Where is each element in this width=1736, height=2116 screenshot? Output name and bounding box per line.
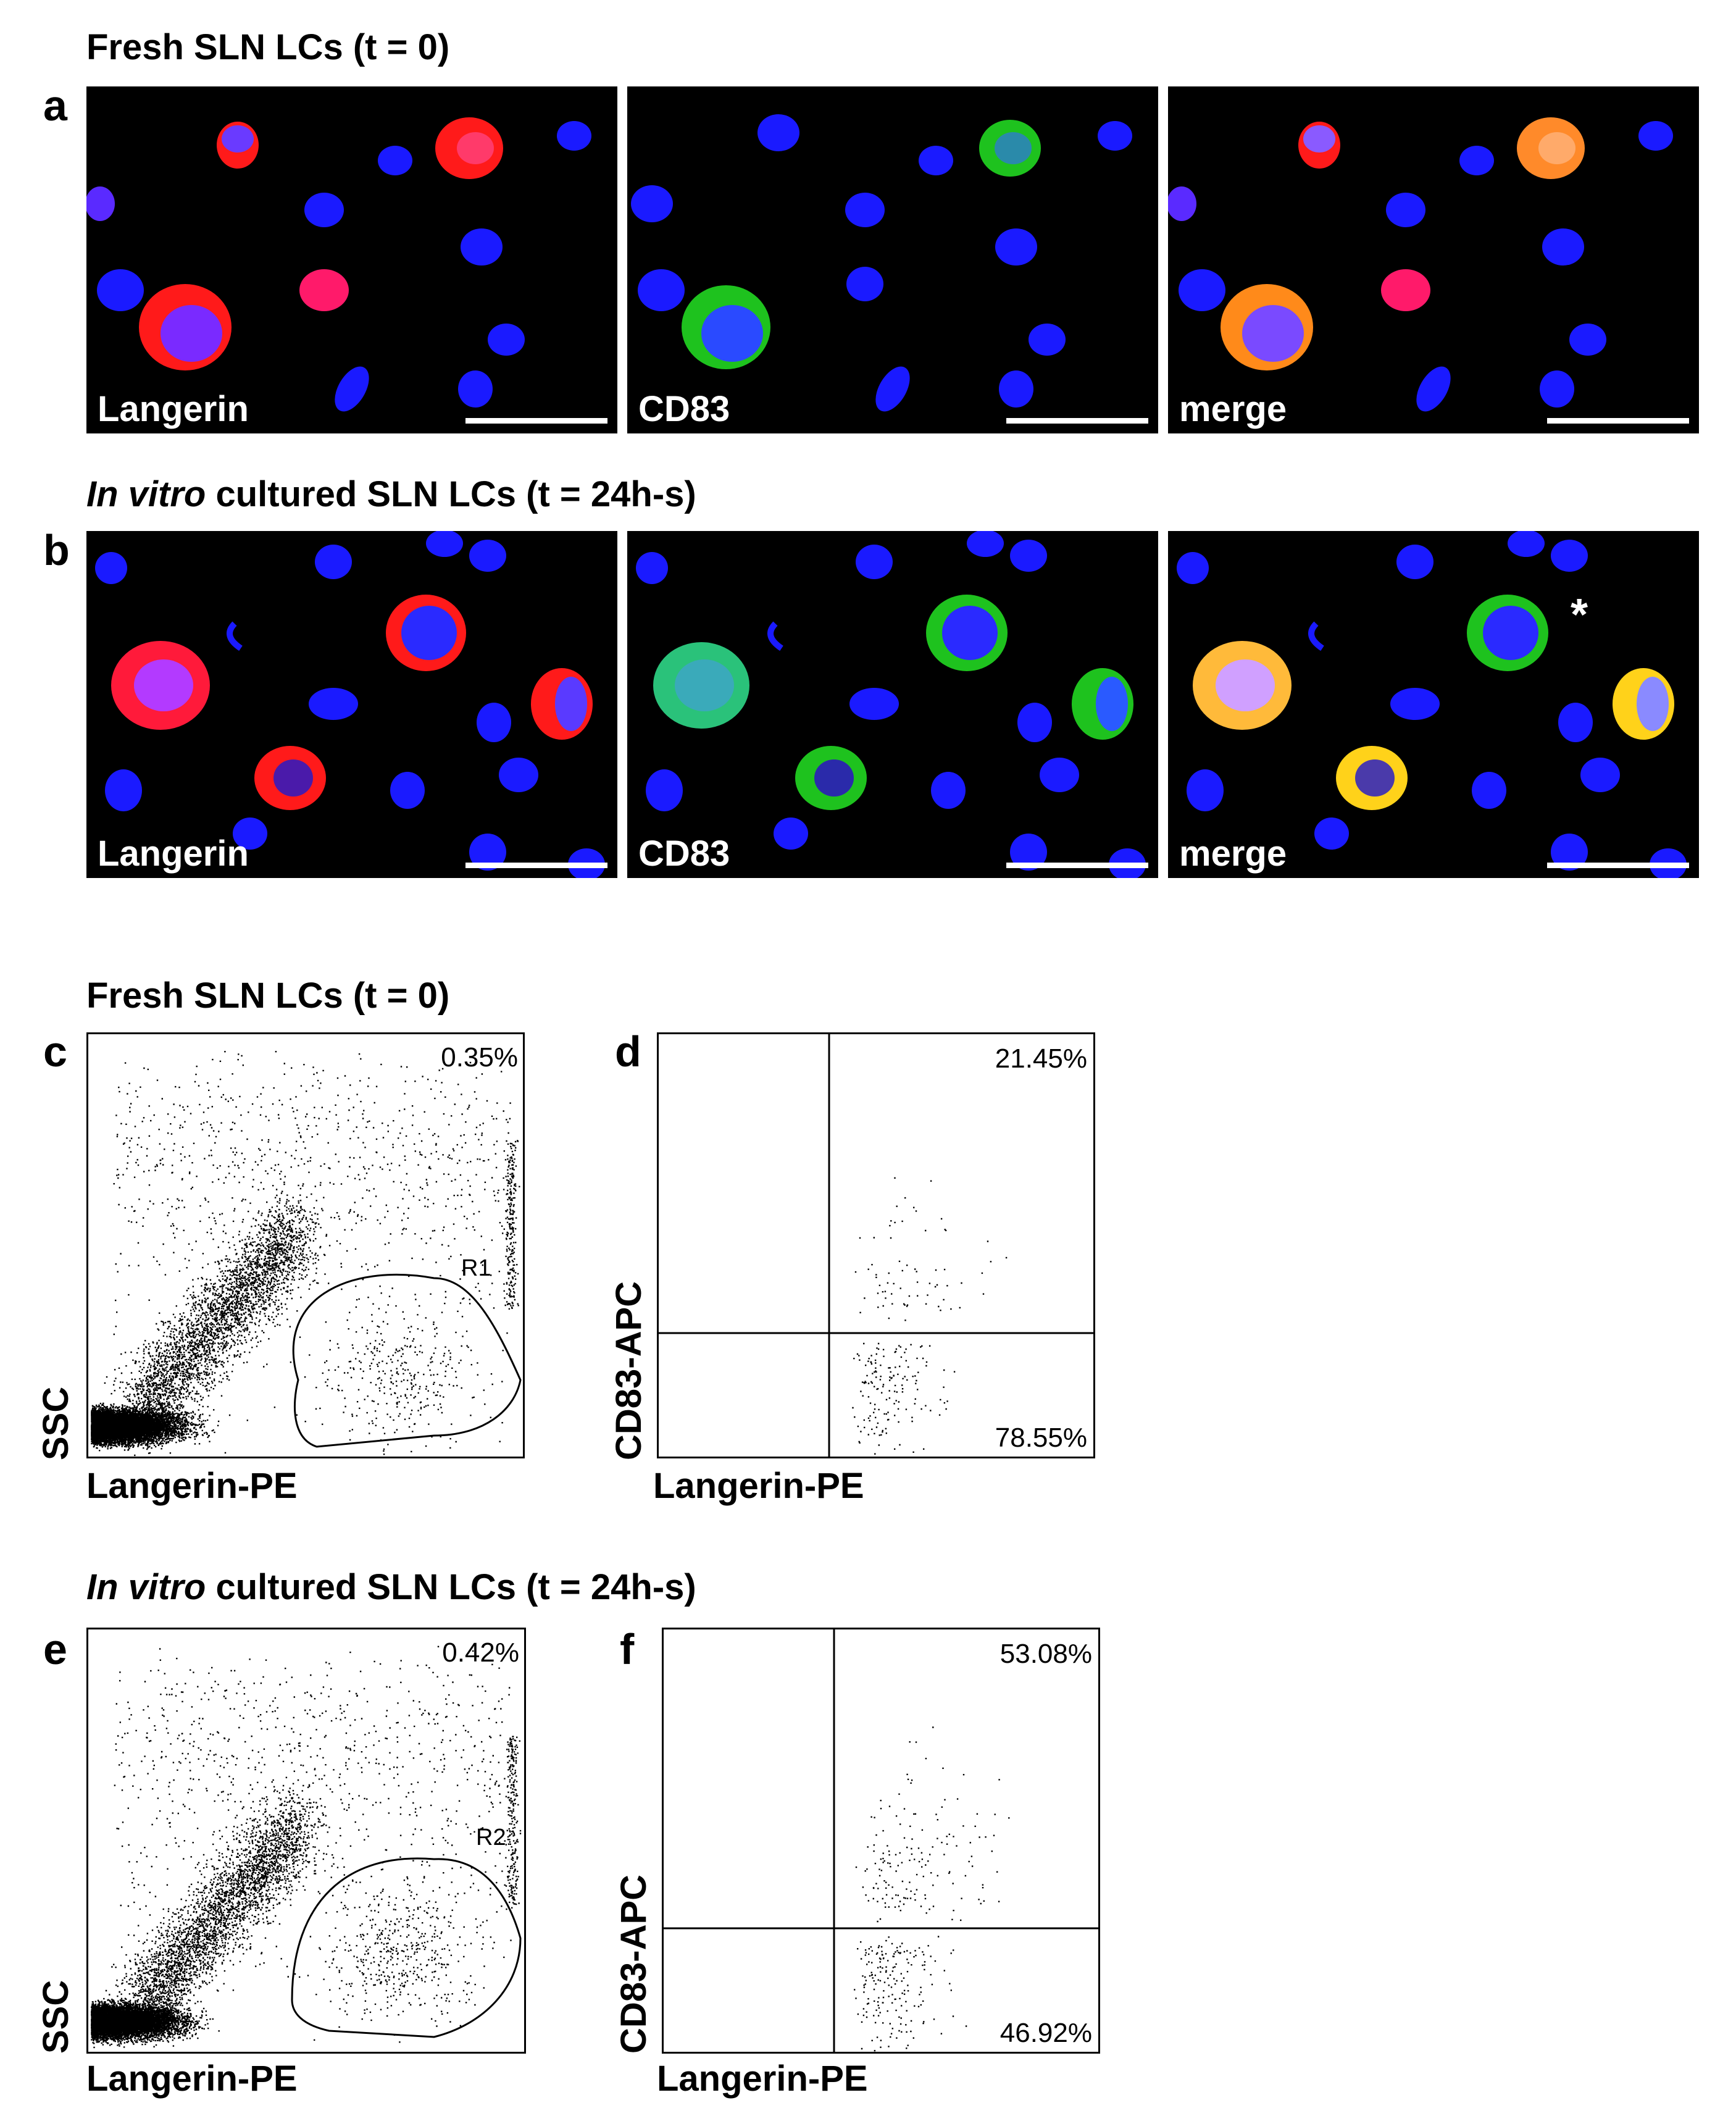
x-axis-label-c: Langerin-PE	[86, 1466, 298, 1506]
scale-bar	[1547, 863, 1689, 868]
y-axis-label-d: CD83-APC	[609, 1281, 649, 1460]
micrograph-b-langerin: Langerin	[86, 531, 617, 878]
scale-bar	[1547, 418, 1689, 424]
event-dots	[91, 1646, 522, 2049]
micrograph-b-merge: * merge	[1168, 531, 1699, 878]
asterisk-marker: *	[1571, 590, 1588, 640]
x-axis-label-e: Langerin-PE	[86, 2059, 298, 2099]
section-title-cultured-bottom: In vitro cultured SLN LCs (t = 24h-s)	[86, 1570, 696, 1605]
micrograph-image	[631, 114, 1132, 412]
micrograph-b-cd83: CD83	[627, 531, 1158, 878]
panel-letter-b: b	[43, 526, 70, 574]
x-axis-label-f: Langerin-PE	[657, 2059, 868, 2099]
event-dots	[91, 1051, 520, 1457]
micrograph-image	[636, 531, 1146, 878]
micrograph-a-langerin: Langerin	[86, 86, 617, 433]
quadrant-upper-right-percent: 53.08%	[999, 1639, 1092, 1669]
section-title-fresh-top: Fresh SLN LCs (t = 0)	[86, 27, 450, 67]
gate-outline	[292, 1273, 522, 1448]
section-title-cultured-top: In vitro cultured SLN LCs (t = 24h-s)	[86, 477, 696, 512]
section-title-rest: cultured SLN LCs (t = 24h-s)	[206, 1567, 696, 1607]
panel-letter-f: f	[620, 1625, 635, 1673]
scatter-area	[664, 1629, 1098, 2052]
flow-plot-c: 0.35% R1	[86, 1032, 525, 1458]
quadrant-lower-right-percent: 78.55%	[995, 1423, 1087, 1453]
gate-label: R2	[476, 1825, 506, 1850]
event-dots	[854, 1726, 1010, 2052]
panel-letter-a: a	[43, 82, 67, 130]
y-axis-label-c: SSC	[36, 1386, 76, 1460]
quadrant-lower-right-percent: 46.92%	[999, 2018, 1092, 2048]
scale-bar	[1006, 863, 1148, 868]
gate-outline	[291, 1857, 522, 2038]
panel-letter-e: e	[43, 1625, 67, 1673]
scatter-points	[854, 1726, 1010, 2052]
scatter-points	[852, 1177, 1008, 1455]
micrograph-image	[95, 531, 605, 878]
scatter-area	[659, 1034, 1093, 1457]
scatter-area	[91, 1051, 522, 1457]
x-axis-label-d: Langerin-PE	[653, 1466, 864, 1506]
section-title-italic: In vitro	[86, 474, 206, 514]
micrograph-image	[1168, 117, 1673, 412]
channel-label: CD83	[638, 834, 730, 874]
micrograph-a-merge: merge	[1168, 86, 1699, 433]
scatter-points	[91, 1051, 520, 1457]
section-title-rest: cultured SLN LCs (t = 24h-s)	[206, 474, 696, 514]
scatter-area	[91, 1646, 522, 2049]
scale-bar	[465, 863, 607, 868]
channel-label: merge	[1179, 834, 1287, 874]
y-axis-label-f: CD83-APC	[614, 1874, 654, 2054]
channel-label: Langerin	[98, 389, 249, 429]
y-axis-label-e: SSC	[36, 1980, 76, 2054]
scatter-points	[91, 1646, 522, 2049]
scale-bar	[1006, 418, 1148, 424]
gate-percent: 0.42%	[442, 1637, 519, 1668]
channel-label: CD83	[638, 389, 730, 429]
micrograph-a-cd83: CD83	[627, 86, 1158, 433]
channel-label: merge	[1179, 389, 1287, 429]
flow-plot-d: 21.45% 78.55%	[657, 1032, 1095, 1458]
channel-label: Langerin	[98, 834, 249, 874]
micrograph-image	[86, 117, 591, 412]
panel-letter-c: c	[43, 1027, 67, 1076]
event-dots	[852, 1177, 1008, 1455]
micrograph-image	[1177, 531, 1687, 878]
gate-label: R1	[461, 1255, 491, 1281]
flow-plot-e: 0.42% R2	[86, 1628, 526, 2054]
scale-bar	[465, 418, 607, 424]
panel-letter-d: d	[615, 1027, 641, 1076]
section-title-fresh-bottom: Fresh SLN LCs (t = 0)	[86, 976, 450, 1016]
quadrant-upper-right-percent: 21.45%	[995, 1043, 1087, 1074]
section-title-italic: In vitro	[86, 1567, 206, 1607]
flow-plot-f: 53.08% 46.92%	[662, 1628, 1100, 2054]
gate-percent: 0.35%	[441, 1042, 518, 1073]
